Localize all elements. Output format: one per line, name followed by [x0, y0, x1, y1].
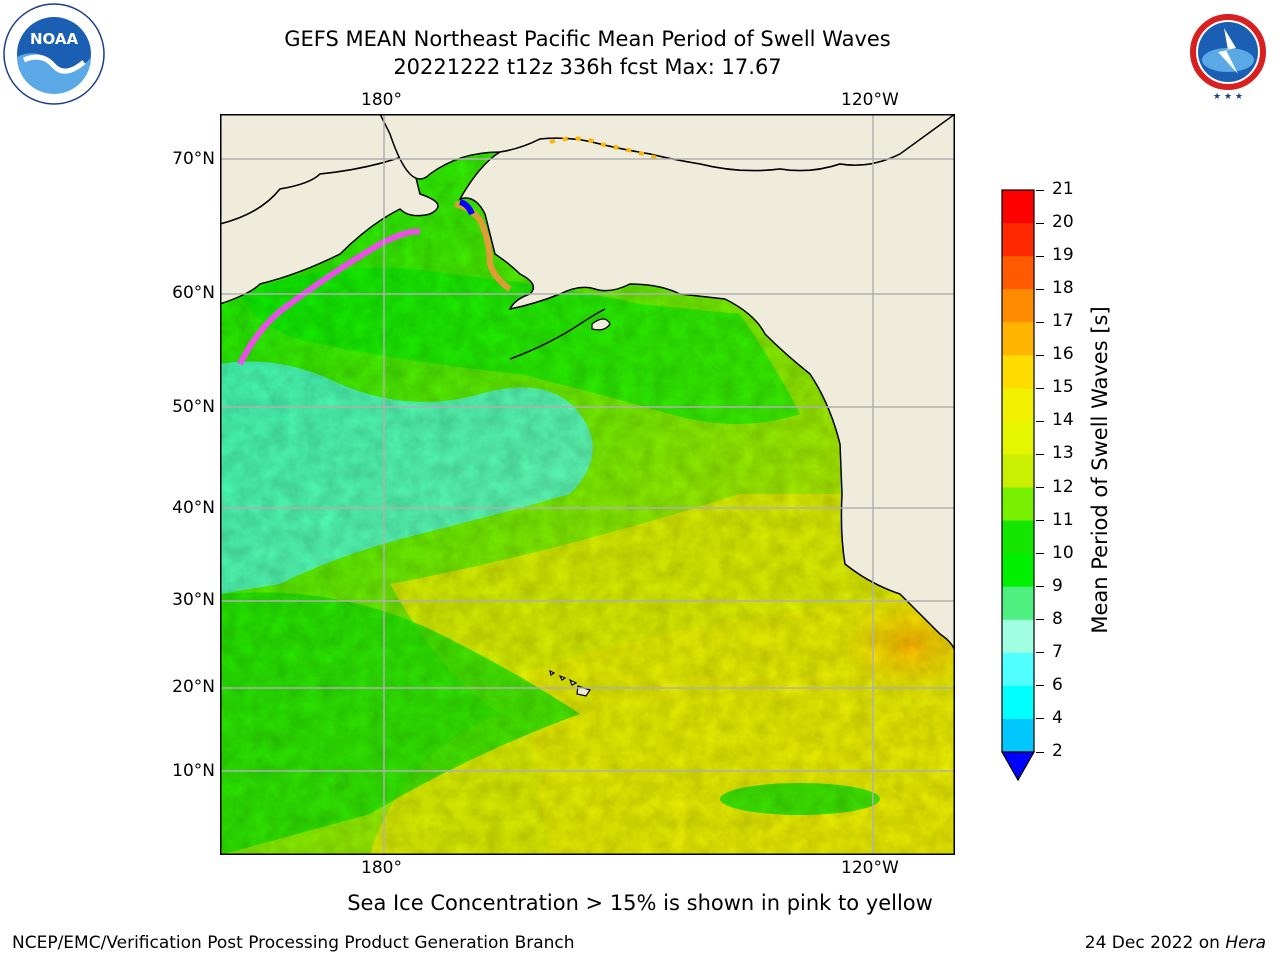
colorbar-tick-label: 11	[1052, 509, 1074, 530]
map-subtitle: 20221222 t12z 336h fcst Max: 17.67	[393, 55, 782, 79]
sea-ice-bering	[237, 228, 421, 366]
colorbar-band	[1002, 421, 1034, 455]
colorbar-tick-label: 16	[1052, 344, 1074, 365]
colorbar-tick-label: 14	[1052, 410, 1074, 431]
map-panel	[219, 112, 980, 855]
hawaii	[549, 669, 591, 697]
colorbar-band	[1002, 256, 1034, 290]
graticule	[220, 114, 955, 855]
colorbar-tick-mark	[1036, 453, 1044, 455]
lon-label-120w-top: 120°W	[841, 90, 899, 110]
colorbar-tick-mark	[1036, 255, 1044, 257]
colorbar-tick-mark	[1036, 189, 1044, 191]
lat-label-60n: 60°N	[172, 283, 215, 303]
colorbar-tick-label: 18	[1052, 278, 1074, 299]
lat-label-50n: 50°N	[172, 397, 215, 417]
footer-date: 24 Dec 2022 on Hera	[1085, 933, 1266, 953]
colorbar-tick-mark	[1036, 354, 1044, 356]
colorbar-tick-label: 15	[1052, 377, 1074, 398]
colorbar-tick-mark	[1036, 718, 1044, 720]
lat-label-30n: 30°N	[172, 590, 215, 610]
colorbar-tick-label: 2	[1052, 741, 1063, 761]
colorbar-band	[1002, 190, 1034, 224]
colorbar-tick-label: 17	[1052, 311, 1074, 332]
colorbar-under-extension	[1000, 751, 1036, 782]
colorbar-band	[1002, 520, 1034, 555]
colorbar-tick-mark	[1036, 487, 1044, 489]
colorbar-band	[1002, 487, 1034, 522]
colorbar-tick-label: 7	[1052, 641, 1063, 662]
colorbar-band	[1002, 586, 1034, 621]
colorbar-tick-mark	[1036, 387, 1044, 389]
colorbar-tick-mark	[1036, 619, 1044, 621]
svg-text:★ ★ ★: ★ ★ ★	[1213, 92, 1243, 102]
colorbar-tick-label: 4	[1052, 707, 1063, 728]
nws-logo: ★ ★ ★	[1176, 2, 1280, 102]
colorbar-tick-label: 21	[1052, 179, 1074, 199]
colorbar	[1000, 186, 1036, 786]
colorbar-band	[1002, 718, 1034, 753]
colorbar-tick-label: 13	[1052, 443, 1074, 464]
colorbar-band	[1002, 289, 1034, 323]
colorbar-tick-mark	[1036, 520, 1044, 522]
colorbar-tick-label: 19	[1052, 245, 1074, 266]
colorbar-tick-label: 9	[1052, 575, 1063, 596]
colorbar-band	[1002, 388, 1034, 422]
colorbar-tick-label: 8	[1052, 608, 1063, 629]
footer-date-text: 24 Dec 2022 on	[1084, 933, 1220, 953]
colorbar-tick-mark	[1036, 420, 1044, 422]
colorbar-tick-mark	[1036, 553, 1044, 555]
colorbar-tick-mark	[1036, 586, 1044, 588]
colorbar-tick-label: 20	[1052, 212, 1074, 233]
lat-label-70n: 70°N	[172, 149, 215, 169]
colorbar-band	[1002, 454, 1034, 489]
sea-ice-note: Sea Ice Concentration > 15% is shown in …	[347, 891, 933, 915]
noaa-logo: NOAA	[2, 2, 106, 106]
colorbar-band	[1002, 652, 1034, 687]
map-title: GEFS MEAN Northeast Pacific Mean Period …	[284, 27, 891, 51]
noaa-logo-text: NOAA	[30, 30, 79, 48]
colorbar-band	[1002, 322, 1034, 356]
colorbar-tick-mark	[1036, 685, 1044, 687]
colorbar-tick-mark	[1036, 288, 1044, 290]
colorbar-tick-label: 6	[1052, 674, 1063, 695]
colorbar-band	[1002, 355, 1034, 389]
colorbar-tick-label: 12	[1052, 476, 1074, 497]
lon-label-120w-bottom: 120°W	[841, 858, 899, 878]
colorbar-band	[1002, 553, 1034, 588]
colorbar-band	[1002, 223, 1034, 257]
lon-label-180-bottom: 180°	[361, 858, 402, 878]
colorbar-tick-mark	[1036, 321, 1044, 323]
colorbar-title: Mean Period of Swell Waves [s]	[1088, 306, 1112, 634]
colorbar-tick-mark	[1036, 652, 1044, 654]
footer-host: Hera	[1225, 933, 1266, 953]
colorbar-band	[1002, 619, 1034, 654]
colorbar-tick-label: 10	[1052, 542, 1074, 563]
colorbar-tick-mark	[1036, 222, 1044, 224]
footer-credit: NCEP/EMC/Verification Post Processing Pr…	[12, 933, 575, 953]
lat-label-10n: 10°N	[172, 761, 215, 781]
lon-label-180-top: 180°	[361, 90, 402, 110]
colorbar-band	[1002, 685, 1034, 720]
lat-label-40n: 40°N	[172, 498, 215, 518]
colorbar-tick-mark	[1036, 751, 1044, 753]
lat-label-20n: 20°N	[172, 677, 215, 697]
